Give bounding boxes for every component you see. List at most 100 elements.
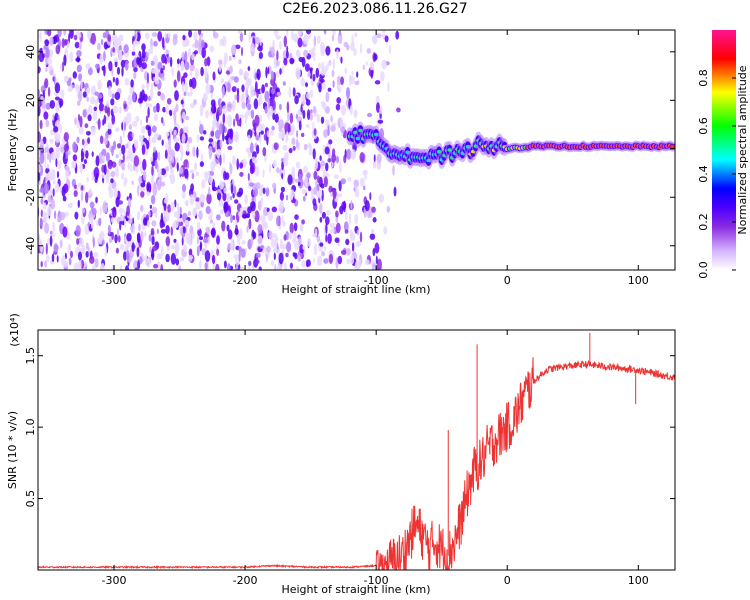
heatmap-speck (223, 58, 226, 69)
heatmap-speck (213, 30, 216, 38)
heatmap-speck (349, 213, 352, 225)
heatmap-speck (296, 49, 301, 60)
heatmap-speck (221, 220, 226, 232)
heatmap-speck (69, 51, 74, 63)
heatmap-speck (172, 35, 178, 46)
heatmap-speck (298, 173, 302, 179)
heatmap-speck (376, 33, 382, 39)
heatmap-speck (316, 183, 320, 192)
heatmap-speck (212, 262, 215, 270)
heatmap-speck (59, 239, 63, 249)
heatmap-speck (100, 39, 104, 46)
heatmap-speck (223, 187, 228, 194)
heatmap-speck (133, 40, 139, 46)
heatmap-speck (178, 265, 182, 270)
heatmap-speck (103, 164, 107, 175)
heatmap-speck (165, 236, 171, 247)
heatmap-speck (153, 263, 159, 269)
heatmap-speck (353, 48, 357, 56)
heatmap-speck (312, 121, 315, 131)
heatmap-speck (271, 125, 275, 131)
heatmap-speck (174, 90, 179, 101)
heatmap-speck (198, 210, 203, 221)
heatmap-speck (59, 143, 65, 154)
heatmap-speck (272, 112, 276, 120)
heatmap-speck (112, 76, 115, 83)
heatmap-speck (319, 155, 322, 162)
heatmap-speck (222, 152, 226, 164)
heatmap-speck (276, 264, 282, 270)
heatmap-speck (52, 221, 55, 234)
heatmap-speck (248, 77, 252, 87)
heatmap-speck (160, 92, 166, 101)
heatmap-speck (44, 222, 50, 234)
heatmap-speck (54, 82, 61, 94)
heatmap-speck (270, 46, 275, 57)
heatmap-speck (140, 182, 146, 188)
heatmap-speck (273, 252, 276, 261)
heatmap-speck (303, 34, 309, 45)
heatmap-speck (310, 89, 313, 99)
heatmap-speck (335, 210, 339, 218)
heatmap-speck (212, 71, 216, 81)
heatmap-speck (204, 67, 208, 78)
heatmap-speck (349, 105, 353, 116)
heatmap-speck (379, 106, 383, 115)
heatmap-speck (320, 100, 325, 107)
heatmap-speck (288, 147, 293, 154)
heatmap-speck (270, 260, 275, 266)
heatmap-speck (331, 228, 335, 234)
heatmap-speck (157, 61, 163, 70)
heatmap-speck (316, 35, 321, 44)
heatmap-speck (65, 171, 69, 180)
heatmap-speck (122, 153, 125, 163)
heatmap-speck (131, 51, 136, 56)
bottom-y-tick-label: 1.5 (24, 347, 37, 365)
heatmap-speck (239, 227, 243, 240)
heatmap-speck (325, 216, 330, 226)
heatmap-speck (65, 149, 69, 160)
heatmap-speck (170, 201, 175, 212)
heatmap-speck (212, 186, 218, 192)
heatmap-speck (227, 145, 233, 151)
heatmap-speck (68, 202, 73, 209)
heatmap-speck (54, 96, 60, 101)
heatmap-speck (257, 224, 263, 234)
heatmap-speck (218, 59, 223, 65)
heatmap-speck (260, 130, 264, 135)
heatmap-speck (272, 247, 278, 254)
heatmap-speck (40, 218, 43, 227)
heatmap-speck (51, 253, 55, 263)
heatmap-speck (112, 140, 117, 150)
heatmap-speck (341, 249, 347, 255)
heatmap-speck (199, 259, 202, 270)
heatmap-speck (308, 145, 313, 156)
heatmap-speck (294, 252, 298, 260)
heatmap-speck (104, 136, 108, 146)
heatmap-speck (57, 216, 61, 223)
heatmap-speck (151, 136, 157, 144)
heatmap-speck (56, 171, 60, 178)
heatmap-speck (350, 41, 355, 52)
heatmap-speck (135, 115, 140, 122)
heatmap-speck (76, 136, 80, 143)
colorbar (712, 30, 736, 270)
heatmap-speck (118, 106, 122, 115)
top-y-tick-label: 40 (24, 45, 37, 59)
heatmap-speck (164, 32, 167, 39)
heatmap-speck (319, 203, 323, 214)
heatmap-speck (327, 158, 332, 163)
heatmap-speck (189, 70, 193, 77)
heatmap-speck (60, 89, 65, 99)
heatmap-speck (275, 34, 281, 40)
heatmap-speck (106, 171, 111, 178)
heatmap-speck (181, 148, 184, 159)
heatmap-speck (115, 127, 120, 132)
heatmap-speck (76, 64, 82, 73)
heatmap-speck (67, 150, 71, 155)
heatmap-speck (85, 242, 89, 250)
heatmap-speck (227, 114, 233, 127)
heatmap-speck (321, 61, 325, 72)
top-y-tick-label: -20 (24, 188, 37, 206)
heatmap-speck (276, 167, 280, 174)
